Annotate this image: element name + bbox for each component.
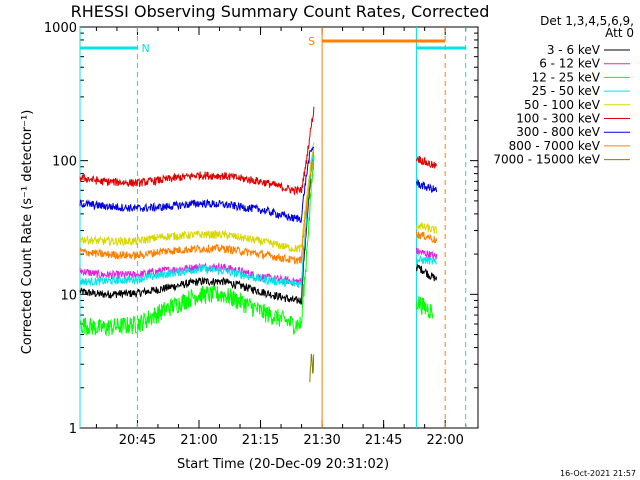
x-tick-label: 21:30 bbox=[303, 433, 340, 448]
series-line bbox=[416, 295, 434, 319]
series-line bbox=[79, 106, 315, 196]
legend-label: 3 - 6 keV bbox=[547, 43, 601, 57]
legend-header-line-1: Det 1,3,4,5,6,9, bbox=[540, 14, 634, 28]
plot-timestamp: 16-Oct-2021 21:57 bbox=[560, 469, 636, 478]
legend-label: 7000 - 15000 keV bbox=[493, 153, 600, 167]
series-line bbox=[79, 150, 315, 288]
series-line bbox=[79, 142, 315, 253]
series-line bbox=[309, 353, 315, 383]
y-axis-label: Corrected Count Rate (s⁻¹ detector⁻¹) bbox=[20, 110, 35, 355]
x-tick-label: 21:00 bbox=[180, 433, 217, 448]
chart-title: RHESSI Observing Summary Count Rates, Co… bbox=[71, 2, 490, 21]
legend-label: 100 - 300 keV bbox=[516, 112, 600, 126]
legend-label: 12 - 25 keV bbox=[532, 70, 601, 84]
legend-label: 50 - 100 keV bbox=[524, 98, 601, 112]
series-line bbox=[416, 231, 438, 244]
series-line bbox=[416, 254, 438, 266]
saa-label: S bbox=[308, 35, 315, 48]
series-line bbox=[416, 221, 438, 234]
x-tick-label: 20:45 bbox=[119, 433, 156, 448]
series-line bbox=[79, 151, 315, 306]
series-line bbox=[416, 247, 438, 260]
x-tick-label: 21:45 bbox=[365, 433, 402, 448]
series-line bbox=[416, 263, 438, 282]
series-line bbox=[79, 154, 315, 337]
series-line bbox=[416, 178, 438, 193]
y-tick-label: 10 bbox=[60, 288, 77, 303]
y-tick-label: 1000 bbox=[44, 21, 77, 36]
night-label: N bbox=[141, 42, 149, 55]
legend-header-line-2: Att 0 bbox=[605, 26, 634, 40]
series-line bbox=[79, 146, 315, 223]
legend-label: 6 - 12 keV bbox=[539, 57, 601, 71]
x-tick-label: 22:00 bbox=[426, 433, 463, 448]
series-line bbox=[416, 155, 438, 169]
x-tick-label: 21:15 bbox=[242, 433, 279, 448]
series-line bbox=[79, 158, 315, 265]
y-tick-label: 100 bbox=[52, 155, 77, 170]
y-tick-label: 1 bbox=[69, 422, 77, 437]
legend-label: 800 - 7000 keV bbox=[509, 139, 601, 153]
legend-label: 300 - 800 keV bbox=[516, 125, 600, 139]
legend-label: 25 - 50 keV bbox=[532, 84, 601, 98]
plot-area: 1 10 100 1000 20:45 21:00 21:15 21:30 21:45 22:00… bbox=[44, 21, 479, 448]
x-axis-label: Start Time (20-Dec-09 20:31:02) bbox=[177, 457, 389, 472]
